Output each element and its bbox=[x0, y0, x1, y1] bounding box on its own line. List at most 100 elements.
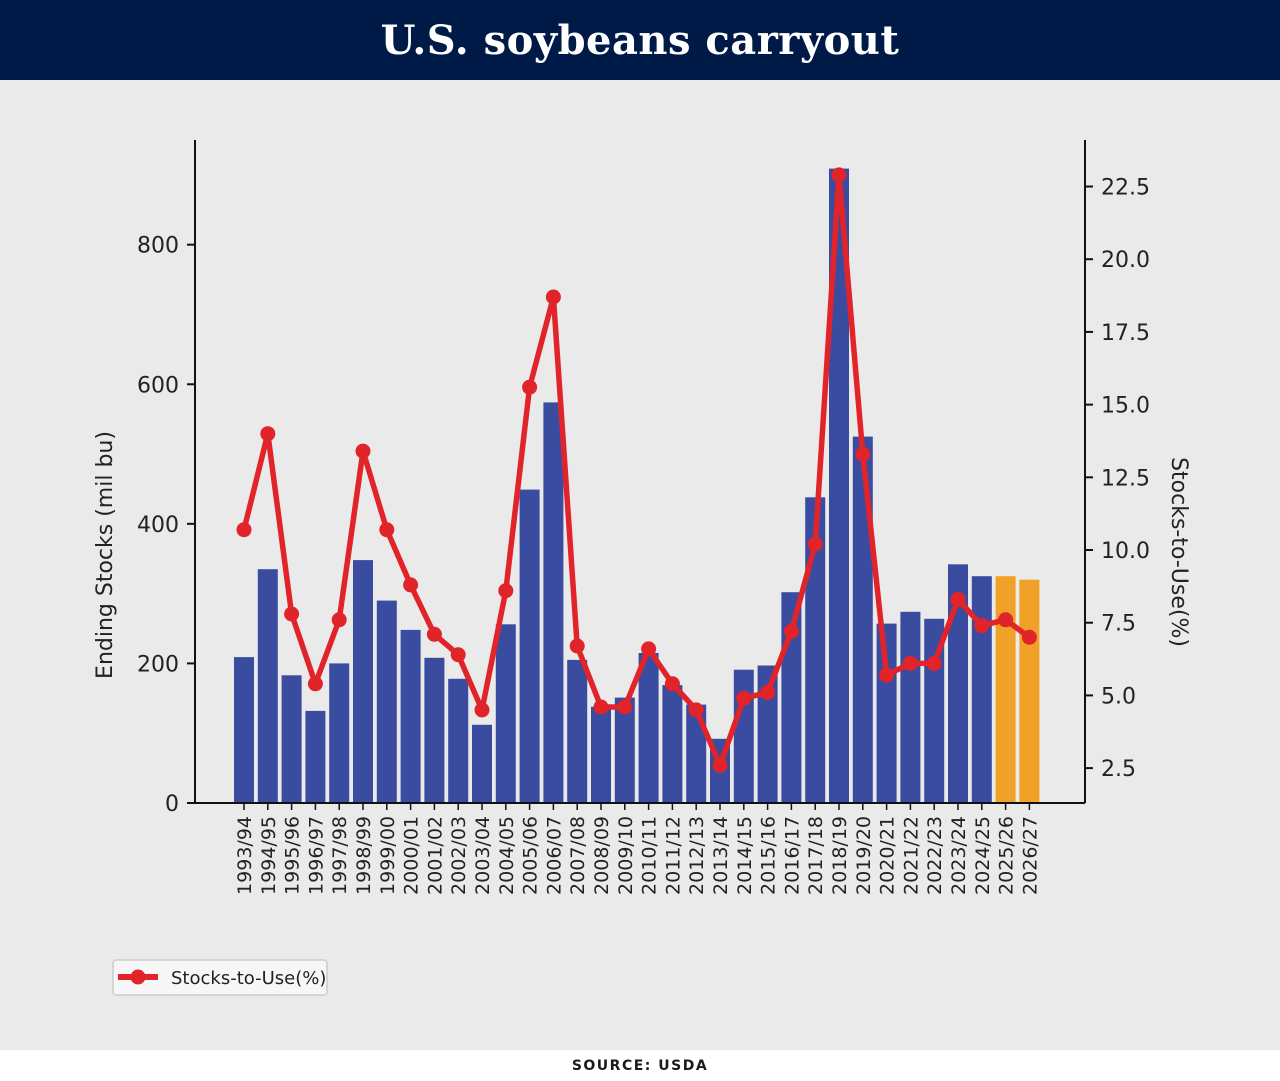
line-point bbox=[545, 289, 561, 305]
chart-panel: 0 200 400 600 800 2.5 5.0 7.5 10.0 12.5 15.0 17.5 20… bbox=[0, 80, 1280, 1050]
page-title: U.S. soybeans carryout bbox=[380, 16, 900, 64]
bar bbox=[567, 659, 588, 803]
x-tick-label: 2023/24 bbox=[948, 816, 970, 895]
bar bbox=[543, 402, 564, 803]
axes-group: 0 200 400 600 800 2.5 5.0 7.5 10.0 12.5 15.0 17.5 20… bbox=[137, 140, 1150, 895]
bar bbox=[662, 685, 683, 803]
x-tick-label: 2002/03 bbox=[448, 816, 470, 895]
bar bbox=[852, 436, 873, 803]
line-point bbox=[593, 699, 609, 715]
x-tick-label: 2005/06 bbox=[520, 816, 542, 895]
bar bbox=[829, 168, 849, 804]
legend: Stocks-to-Use(%) bbox=[112, 959, 328, 996]
bar-projected bbox=[1019, 579, 1040, 803]
line-point bbox=[569, 638, 585, 654]
x-tick-label: 2022/23 bbox=[924, 816, 946, 895]
x-tick-label: 2020/21 bbox=[877, 816, 899, 895]
x-tick-label: 2012/13 bbox=[686, 816, 708, 895]
y2-tick-label: 22.5 bbox=[1101, 176, 1150, 201]
x-tick-label: 2001/02 bbox=[424, 816, 446, 895]
line-point bbox=[355, 443, 371, 459]
line-point bbox=[474, 702, 490, 718]
y2-axis-label: Stocks-to-Use(%) bbox=[1166, 457, 1191, 647]
bar bbox=[686, 704, 707, 803]
bar bbox=[329, 663, 350, 803]
line-point bbox=[260, 426, 276, 442]
line-point bbox=[879, 667, 895, 683]
x-tick-label: 2003/04 bbox=[472, 816, 494, 895]
bar bbox=[876, 623, 897, 803]
y2-tick-label: 7.5 bbox=[1101, 612, 1136, 637]
line-point bbox=[783, 623, 799, 639]
bar bbox=[519, 489, 540, 803]
x-tick-label: 2010/11 bbox=[639, 816, 661, 895]
bar bbox=[281, 675, 302, 803]
x-tick-label: 2000/01 bbox=[401, 816, 423, 895]
line-point bbox=[688, 702, 704, 718]
bar bbox=[376, 600, 397, 803]
x-tick-label: 2016/17 bbox=[781, 816, 803, 895]
line-point bbox=[998, 612, 1014, 628]
bar bbox=[948, 564, 968, 803]
x-tick-label: 2008/09 bbox=[591, 816, 613, 895]
x-tick-label: 2024/25 bbox=[972, 816, 994, 895]
bar bbox=[757, 665, 778, 803]
line-point bbox=[641, 641, 657, 657]
x-tick-label: 2015/16 bbox=[758, 816, 780, 895]
line-point bbox=[712, 757, 728, 773]
line-point bbox=[807, 536, 823, 552]
line-point bbox=[902, 655, 918, 671]
line-point bbox=[331, 612, 347, 628]
line-point bbox=[426, 626, 442, 642]
bar bbox=[638, 653, 659, 803]
line-point bbox=[498, 583, 514, 599]
x-tick-label: 2019/20 bbox=[853, 816, 875, 895]
bar bbox=[495, 624, 516, 803]
line-point bbox=[950, 591, 966, 607]
header-banner: U.S. soybeans carryout bbox=[0, 0, 1280, 80]
bar bbox=[234, 657, 254, 803]
y-tick-label: 400 bbox=[137, 513, 179, 538]
line-point bbox=[760, 685, 776, 700]
y-tick-label: 800 bbox=[137, 234, 179, 259]
x-tick-label: 2021/22 bbox=[900, 816, 922, 895]
bar bbox=[614, 697, 635, 803]
y2-tick-label: 20.0 bbox=[1101, 248, 1150, 273]
bar-projected bbox=[995, 576, 1016, 803]
line-point bbox=[855, 446, 871, 462]
legend-label: Stocks-to-Use(%) bbox=[171, 968, 326, 989]
source-note: SOURCE: USDA bbox=[571, 1057, 709, 1074]
line-point bbox=[307, 676, 323, 692]
x-tick-label: 2013/14 bbox=[710, 816, 732, 895]
y2-tick-label: 10.0 bbox=[1101, 539, 1150, 564]
line-point bbox=[379, 522, 395, 538]
x-tick-label: 1996/97 bbox=[305, 816, 327, 895]
y2-tick-label: 12.5 bbox=[1101, 466, 1150, 491]
x-tick-label: 2004/05 bbox=[496, 816, 518, 895]
x-tick-label: 2006/07 bbox=[543, 816, 565, 895]
line-point bbox=[450, 647, 466, 663]
stocks-to-use-line bbox=[241, 172, 1032, 768]
x-tick-label: 2011/12 bbox=[662, 816, 684, 895]
x-tick-label: 2026/27 bbox=[1019, 816, 1041, 895]
line-point bbox=[926, 655, 942, 671]
line-point bbox=[1021, 629, 1037, 645]
x-tick-label: 2025/26 bbox=[996, 816, 1018, 895]
y2-tick-label: 17.5 bbox=[1101, 321, 1150, 346]
bar bbox=[472, 724, 492, 803]
y-tick-label: 200 bbox=[137, 652, 179, 677]
bar bbox=[448, 678, 469, 803]
line-point bbox=[522, 379, 538, 395]
y2-tick-label: 5.0 bbox=[1101, 684, 1136, 709]
x-tick-label: 2007/08 bbox=[567, 816, 589, 895]
line-point bbox=[736, 690, 752, 706]
bar bbox=[353, 560, 373, 803]
line-point bbox=[284, 606, 300, 622]
x-tick-label: 2018/19 bbox=[829, 816, 851, 895]
x-tick-label: 2009/10 bbox=[615, 816, 637, 895]
bar-group bbox=[234, 168, 1040, 804]
x-tick-label: 1994/95 bbox=[258, 816, 280, 895]
x-tick-label: 2017/18 bbox=[805, 816, 827, 895]
line-point bbox=[831, 167, 847, 183]
legend-box bbox=[112, 959, 328, 996]
